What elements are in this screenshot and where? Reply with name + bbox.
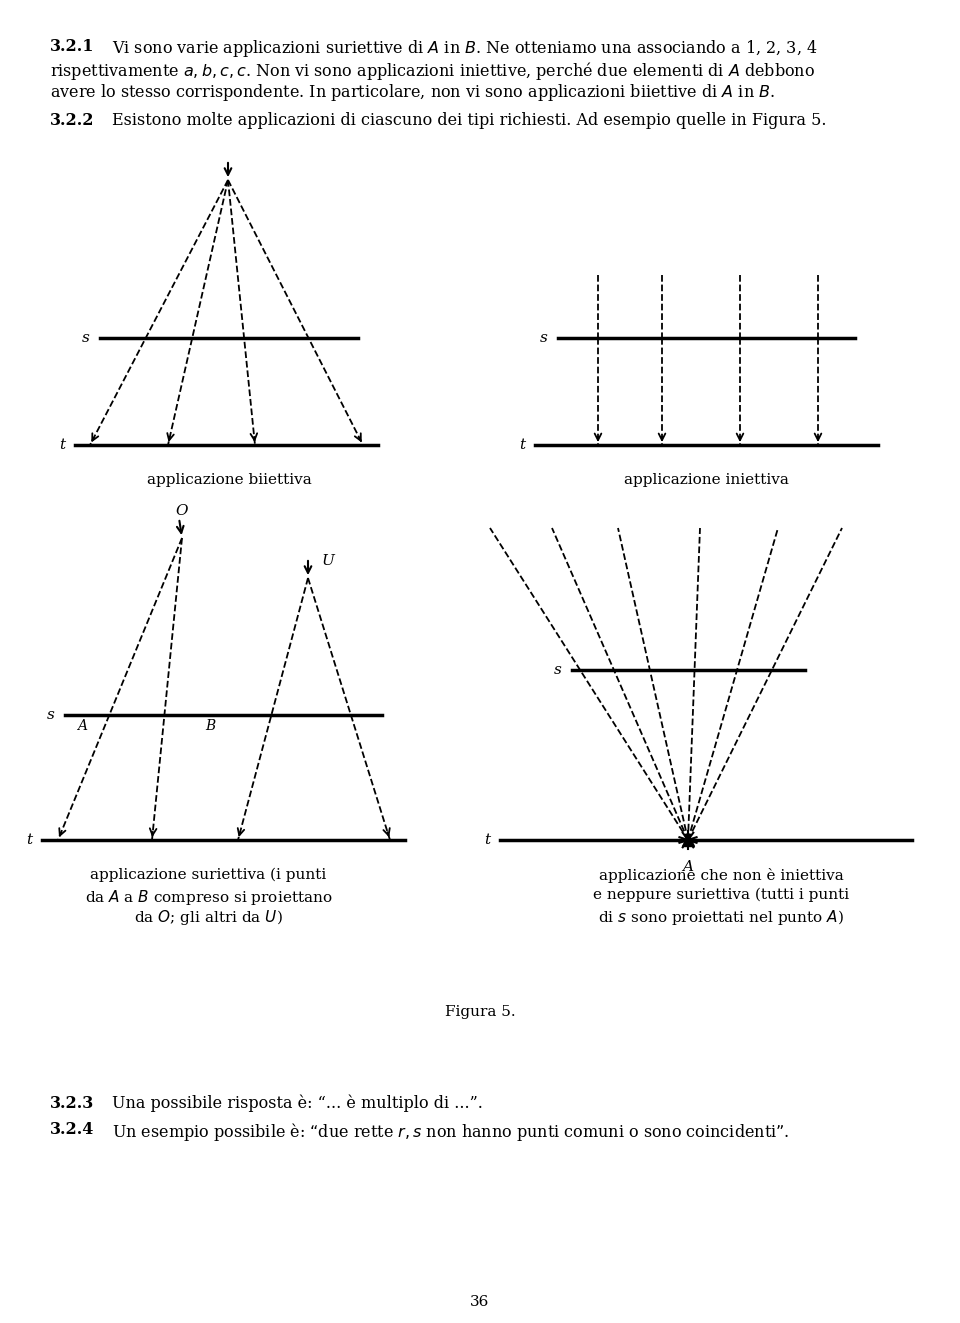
Text: O: O <box>176 504 188 519</box>
Text: 3.2.3: 3.2.3 <box>50 1095 94 1113</box>
Text: Figura 5.: Figura 5. <box>444 1005 516 1019</box>
Text: applicazione biiettiva: applicazione biiettiva <box>147 474 311 487</box>
Text: 36: 36 <box>470 1295 490 1308</box>
Text: U: U <box>322 554 335 568</box>
Text: e neppure suriettiva (tutti i punti: e neppure suriettiva (tutti i punti <box>593 888 849 902</box>
Text: da $A$ a $B$ compreso si proiettano: da $A$ a $B$ compreso si proiettano <box>84 888 332 908</box>
Text: Esistono molte applicazioni di ciascuno dei tipi richiesti. Ad esempio quelle in: Esistono molte applicazioni di ciascuno … <box>112 112 827 130</box>
Text: di $s$ sono proiettati nel punto $A$): di $s$ sono proiettati nel punto $A$) <box>598 908 844 927</box>
Text: rispettivamente $a, b, c, c$. Non vi sono applicazioni iniettive, perché due ele: rispettivamente $a, b, c, c$. Non vi son… <box>50 60 815 82</box>
Text: applicazione che non è iniettiva: applicazione che non è iniettiva <box>599 868 844 882</box>
Text: t: t <box>518 438 525 452</box>
Text: t: t <box>484 833 490 847</box>
Text: Vi sono varie applicazioni suriettive di $A$ in $B$. Ne otteniamo una associando: Vi sono varie applicazioni suriettive di… <box>112 38 818 60</box>
Text: t: t <box>26 833 32 847</box>
Text: A: A <box>77 718 87 733</box>
Text: s: s <box>540 331 548 345</box>
Text: s: s <box>83 331 90 345</box>
Text: s: s <box>47 708 55 722</box>
Text: s: s <box>554 663 562 677</box>
Text: 3.2.1: 3.2.1 <box>50 38 94 56</box>
Text: applicazione suriettiva (i punti: applicazione suriettiva (i punti <box>90 868 326 882</box>
Text: A: A <box>683 860 693 875</box>
Text: applicazione iniettiva: applicazione iniettiva <box>624 474 789 487</box>
Text: Una possibile risposta è: “... è multiplo di ...”.: Una possibile risposta è: “... è multipl… <box>112 1095 483 1113</box>
Text: 3.2.2: 3.2.2 <box>50 112 94 130</box>
Text: da $O$; gli altri da $U$): da $O$; gli altri da $U$) <box>134 908 283 927</box>
Text: B: B <box>204 718 215 733</box>
Text: 3.2.4: 3.2.4 <box>50 1121 94 1138</box>
Text: t: t <box>59 438 65 452</box>
Text: Un esempio possibile è: “due rette $r, s$ non hanno punti comuni o sono coincide: Un esempio possibile è: “due rette $r, s… <box>112 1121 789 1143</box>
Text: avere lo stesso corrispondente. In particolare, non vi sono applicazioni biietti: avere lo stesso corrispondente. In parti… <box>50 82 775 103</box>
